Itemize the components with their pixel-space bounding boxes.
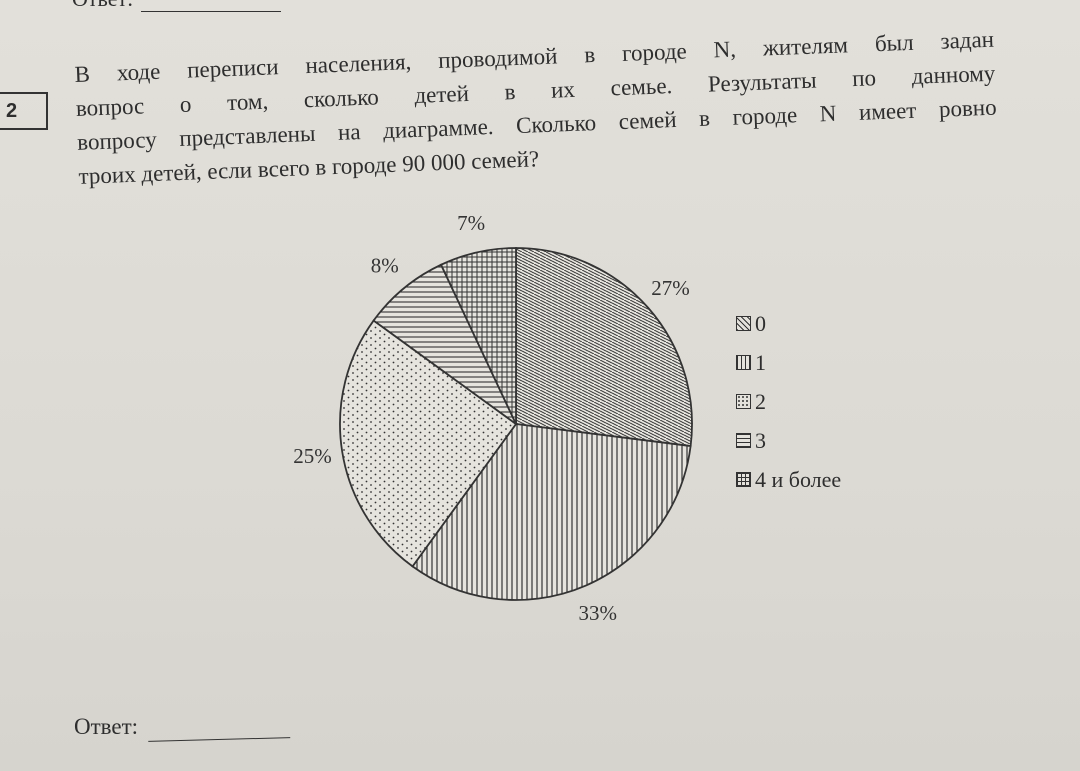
legend-swatch — [736, 433, 751, 448]
legend-swatch — [736, 316, 751, 331]
legend-item: 0 — [736, 304, 841, 343]
legend-item: 1 — [736, 343, 841, 382]
answer-label: Ответ: — [74, 714, 139, 739]
legend-label: 3 — [755, 427, 766, 453]
pie-slice — [515, 247, 693, 448]
slice-value-label: 27% — [651, 276, 690, 300]
previous-answer-field: Ответ: — [72, 0, 282, 12]
previous-answer-blank[interactable] — [141, 0, 282, 12]
legend-swatch — [736, 472, 751, 487]
task-number: 2 — [0, 92, 48, 130]
legend-item: 4 и более — [736, 460, 841, 499]
legend-swatch — [736, 394, 751, 409]
chart-legend: 0 1 2 3 4 и более — [736, 304, 841, 499]
slice-value-label: 33% — [579, 601, 618, 625]
pie-slice — [439, 247, 517, 425]
previous-answer-label: Ответ: — [72, 0, 133, 11]
pie-slice — [411, 423, 692, 601]
slice-value-label: 7% — [457, 211, 485, 235]
slice-value-label: 8% — [371, 253, 399, 277]
legend-label: 1 — [755, 349, 766, 375]
legend-label: 2 — [755, 388, 766, 414]
pie-slice — [339, 319, 518, 568]
legend-label: 0 — [755, 310, 766, 336]
answer-blank[interactable] — [147, 717, 291, 742]
answer-field: Ответ: — [74, 714, 291, 742]
legend-item: 2 — [736, 382, 841, 421]
legend-label: 4 и более — [755, 466, 842, 492]
pie-slice — [372, 263, 517, 425]
legend-item: 3 — [736, 421, 841, 460]
legend-swatch — [736, 355, 751, 370]
slice-value-label: 25% — [293, 444, 332, 468]
